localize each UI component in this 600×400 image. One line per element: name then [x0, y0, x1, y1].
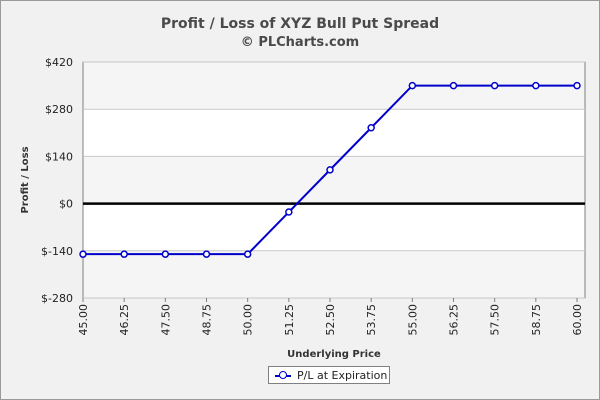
x-tick-labels: 45.00 46.25 47.50 48.75 50.00 51.25 52.50 53.75…	[77, 298, 584, 336]
y-tick-label: $140	[45, 150, 73, 163]
legend-label: P/L at Expiration	[297, 369, 388, 382]
x-tick-label: 51.25	[283, 304, 296, 336]
x-tick-label: 56.25	[448, 304, 461, 336]
data-point	[326, 166, 334, 174]
data-point	[285, 208, 293, 216]
x-axis-label: Underlying Price	[287, 349, 381, 360]
x-tick-label: 45.00	[77, 304, 90, 336]
plot-band	[83, 156, 585, 204]
data-point	[490, 81, 499, 90]
y-tick-label: $0	[59, 198, 73, 211]
data-point	[161, 250, 170, 258]
series-group	[79, 81, 581, 258]
data-point	[243, 250, 252, 258]
chart-subtitle: © PLCharts.com	[240, 35, 360, 50]
grid-lines	[83, 61, 585, 299]
data-point	[367, 123, 375, 132]
chart-title: Profit / Loss of XYZ Bull Put Spread	[160, 16, 440, 32]
plot-bands	[83, 62, 585, 298]
x-tick-label: 55.00	[406, 304, 419, 336]
legend-marker	[279, 371, 287, 379]
plot-band	[83, 250, 585, 298]
data-point	[408, 81, 417, 90]
x-tick-label: 60.00	[571, 304, 584, 336]
legend: P/L at Expiration	[268, 366, 390, 384]
data-point	[202, 250, 211, 258]
x-tick-label: 58.75	[530, 304, 543, 336]
y-tick-label: $420	[45, 56, 73, 69]
y-tick-label: $280	[45, 103, 73, 116]
y-tick-label: $-280	[41, 292, 73, 305]
data-point	[79, 250, 87, 258]
x-tick-label: 52.50	[324, 304, 337, 336]
x-tick-label: 47.50	[159, 304, 172, 336]
y-axis-label: Profit / Loss	[20, 146, 31, 213]
data-point	[573, 81, 581, 90]
x-tick-label: 48.75	[201, 304, 214, 336]
data-point	[449, 81, 458, 90]
y-tick-label: $-140	[41, 245, 73, 258]
x-tick-label: 50.00	[242, 304, 255, 336]
data-point	[532, 81, 540, 90]
data-point	[120, 250, 128, 258]
x-tick-label: 53.75	[365, 304, 378, 336]
y-tick-labels: $420 $280 $140 $0 $-140 $-280	[41, 56, 73, 305]
x-tick-label: 57.50	[489, 304, 502, 336]
x-tick-label: 46.25	[118, 304, 131, 336]
